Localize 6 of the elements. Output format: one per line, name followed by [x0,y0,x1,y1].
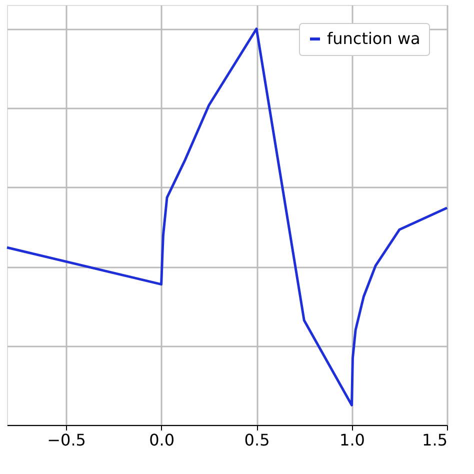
x-tick-label: 1.5 [422,430,448,450]
x-tick-label: −0.5 [47,430,86,450]
legend-label: function wa [327,29,420,48]
x-tick-label: 0.5 [244,430,270,450]
x-tick-label: 0.0 [149,430,175,450]
x-tick-label: 1.0 [340,430,365,450]
